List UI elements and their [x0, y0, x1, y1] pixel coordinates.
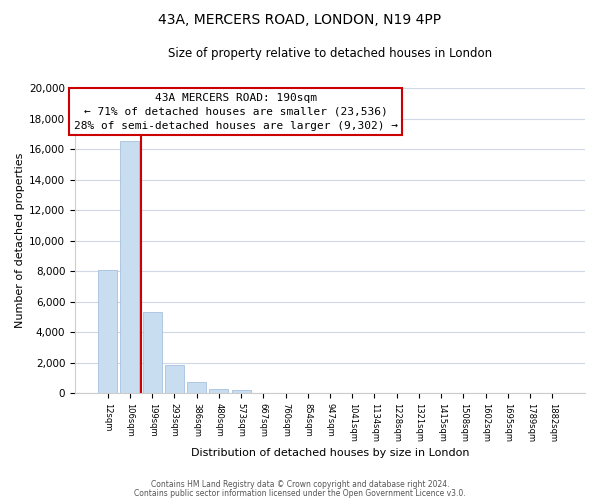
Text: Contains HM Land Registry data © Crown copyright and database right 2024.: Contains HM Land Registry data © Crown c… — [151, 480, 449, 489]
Bar — [232, 390, 251, 393]
Bar — [165, 365, 184, 393]
Text: 43A, MERCERS ROAD, LONDON, N19 4PP: 43A, MERCERS ROAD, LONDON, N19 4PP — [158, 12, 442, 26]
Text: Contains public sector information licensed under the Open Government Licence v3: Contains public sector information licen… — [134, 488, 466, 498]
Text: 43A MERCERS ROAD: 190sqm
← 71% of detached houses are smaller (23,536)
28% of se: 43A MERCERS ROAD: 190sqm ← 71% of detach… — [74, 92, 398, 130]
Bar — [98, 270, 117, 393]
Bar — [209, 388, 228, 393]
Bar — [143, 312, 161, 393]
Bar — [187, 382, 206, 393]
X-axis label: Distribution of detached houses by size in London: Distribution of detached houses by size … — [191, 448, 469, 458]
Title: Size of property relative to detached houses in London: Size of property relative to detached ho… — [168, 48, 492, 60]
Y-axis label: Number of detached properties: Number of detached properties — [15, 153, 25, 328]
Bar — [121, 142, 139, 393]
